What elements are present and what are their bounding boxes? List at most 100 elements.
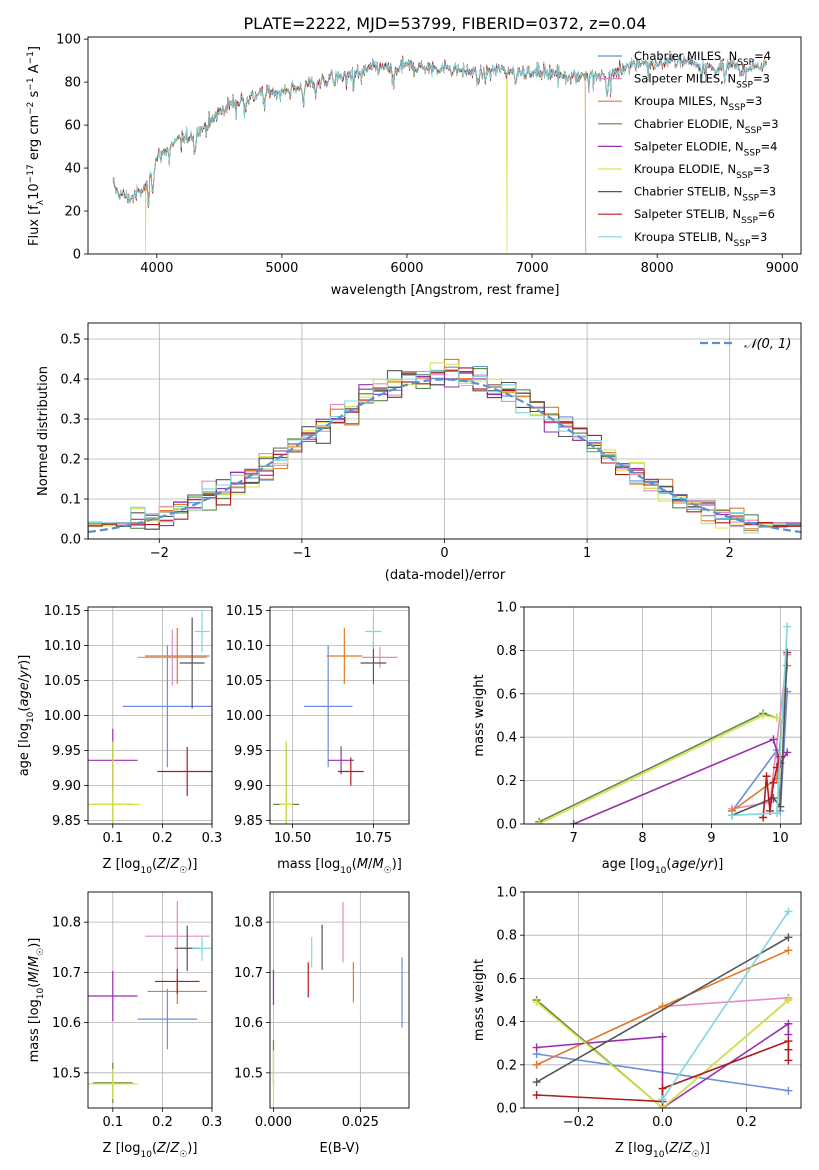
plot-area bbox=[532, 907, 793, 1108]
y-tick-label: 10.8 bbox=[234, 916, 263, 931]
spectrum-legend: Chabrier MILES, NSSP=4 Salpeter MILES, NS… bbox=[598, 49, 779, 249]
series-marker bbox=[759, 711, 768, 720]
legend-label: Kroupa ELODIE, NSSP=3 bbox=[634, 162, 770, 181]
x-tick-label: 9 bbox=[707, 831, 715, 846]
y-axis-label: mass [log10(M/M☉)] bbox=[27, 938, 46, 1063]
series-marker bbox=[658, 1032, 667, 1041]
legend-label: Salpeter STELIB, NSSP=6 bbox=[634, 207, 775, 226]
legend-label: 𝒩(0, 1) bbox=[744, 337, 791, 352]
x-axis-label: E(B-V) bbox=[319, 1141, 359, 1156]
series-marker bbox=[783, 748, 792, 757]
plot-area bbox=[88, 358, 801, 539]
plot-area bbox=[535, 622, 792, 824]
y-tick-label: 10.5 bbox=[52, 1066, 81, 1081]
y-axis-label: mass weight bbox=[472, 674, 487, 756]
series-marker bbox=[762, 772, 771, 781]
y-tick-label: 10.6 bbox=[52, 1016, 81, 1031]
y-tick-label: 10.10 bbox=[44, 639, 81, 654]
series-marker bbox=[784, 1045, 793, 1054]
series-marker bbox=[569, 820, 578, 824]
series-marker bbox=[772, 713, 781, 722]
x-tick-label: 0.1 bbox=[102, 1115, 123, 1130]
series-marker bbox=[784, 1086, 793, 1095]
y-tick-label: 80 bbox=[64, 76, 81, 91]
axes-weight_vs_Z: −0.2 0.0 0.2 0.0 0.2 0.4 0.6 0.8 1.0 bbox=[496, 886, 802, 1130]
x-tick-label: −0.2 bbox=[563, 1115, 595, 1130]
plot-area bbox=[273, 614, 398, 824]
legend-label: Chabrier MILES, NSSP=4 bbox=[634, 49, 771, 68]
x-tick-label: 0.3 bbox=[202, 831, 223, 846]
axes-residuals: −2 −1 0 1 2 0.0 0.1 0.2 0.3 0.4 0.5 bbox=[60, 322, 802, 561]
x-tick-label: 6000 bbox=[390, 261, 423, 276]
x-tick-label: 7 bbox=[569, 831, 577, 846]
series-marker bbox=[532, 1043, 541, 1052]
axes-frame bbox=[269, 891, 410, 1109]
series-marker bbox=[783, 648, 792, 657]
axes-age_vs_mass: 10.50 10.75 9.85 9.90 9.95 10.00 10.05 10.10 10.… bbox=[226, 604, 410, 846]
y-tick-label: 0.0 bbox=[60, 533, 81, 548]
y-tick-label: 10.7 bbox=[234, 966, 263, 981]
series-line bbox=[573, 738, 788, 824]
y-tick-label: 40 bbox=[64, 162, 81, 177]
x-tick-label: 8 bbox=[638, 831, 646, 846]
x-axis-label: Z [log10(Z/Z☉)] bbox=[615, 1141, 710, 1160]
y-axis-label: Flux [fλ10−17 erg cm−2 s−1 A−1] bbox=[26, 46, 46, 246]
y-axis-label: mass weight bbox=[472, 959, 487, 1041]
x-tick-label: 10 bbox=[772, 831, 789, 846]
y-tick-label: 20 bbox=[64, 205, 81, 220]
axes-frame bbox=[87, 606, 213, 825]
y-tick-label: 1.0 bbox=[496, 601, 517, 616]
y-tick-label: 0.8 bbox=[496, 929, 517, 944]
x-tick-label: 0 bbox=[440, 546, 448, 561]
y-tick-label: 0.6 bbox=[496, 687, 517, 702]
x-tick-label: 8000 bbox=[641, 261, 674, 276]
series-marker bbox=[784, 1019, 793, 1028]
y-tick-label: 9.90 bbox=[234, 779, 263, 794]
y-tick-label: 0.4 bbox=[496, 1015, 517, 1030]
y-tick-label: 0.3 bbox=[60, 413, 81, 428]
series-marker bbox=[784, 1037, 793, 1046]
legend-label: Chabrier ELODIE, NSSP=3 bbox=[634, 117, 779, 136]
y-tick-label: 10.5 bbox=[234, 1066, 263, 1081]
x-tick-label: −2 bbox=[150, 546, 169, 561]
legend-label: Salpeter MILES, NSSP=3 bbox=[634, 72, 770, 91]
y-tick-label: 10.10 bbox=[226, 639, 263, 654]
legend-label: Chabrier STELIB, NSSP=3 bbox=[634, 185, 776, 204]
y-tick-label: 10.05 bbox=[44, 674, 81, 689]
x-tick-label: −1 bbox=[292, 546, 311, 561]
y-tick-label: 0.1 bbox=[60, 493, 81, 508]
series-marker bbox=[769, 778, 778, 787]
series-marker bbox=[784, 907, 793, 916]
y-tick-label: 9.85 bbox=[234, 814, 263, 829]
y-tick-label: 9.85 bbox=[52, 814, 81, 829]
series-marker bbox=[784, 996, 793, 1004]
y-tick-label: 0 bbox=[73, 248, 81, 263]
x-tick-label: 9000 bbox=[766, 261, 799, 276]
y-tick-label: 10.6 bbox=[234, 1016, 263, 1031]
series-marker bbox=[784, 1056, 793, 1065]
normal-curve bbox=[88, 378, 801, 534]
y-tick-label: 0.0 bbox=[496, 818, 517, 833]
y-tick-label: 0.0 bbox=[496, 1102, 517, 1117]
figure-title: PLATE=2222, MJD=53799, FIBERID=0372, z=0… bbox=[243, 14, 646, 33]
y-tick-label: 10.8 bbox=[52, 916, 81, 931]
series-line bbox=[661, 910, 790, 1100]
plot-area bbox=[112, 53, 801, 254]
y-axis-label: age [log10(age/yr)] bbox=[17, 655, 36, 777]
y-tick-label: 0.5 bbox=[60, 333, 81, 348]
y-tick-label: 0.8 bbox=[496, 644, 517, 659]
series-marker bbox=[759, 813, 768, 822]
y-tick-label: 10.7 bbox=[52, 966, 81, 981]
x-tick-label: 0.2 bbox=[152, 831, 173, 846]
x-tick-label: 10.75 bbox=[355, 831, 392, 846]
x-tick-label: 0.025 bbox=[342, 1115, 379, 1130]
y-tick-label: 9.90 bbox=[52, 779, 81, 794]
x-axis-label: mass [log10(M/M☉)] bbox=[277, 857, 402, 876]
series-line bbox=[536, 936, 789, 1083]
y-tick-label: 9.95 bbox=[234, 744, 263, 759]
x-tick-label: 0.2 bbox=[736, 1115, 757, 1130]
axes-frame bbox=[523, 891, 802, 1109]
plot-area bbox=[272, 902, 403, 1106]
plot-area bbox=[88, 901, 212, 1103]
y-tick-label: 10.00 bbox=[44, 709, 81, 724]
